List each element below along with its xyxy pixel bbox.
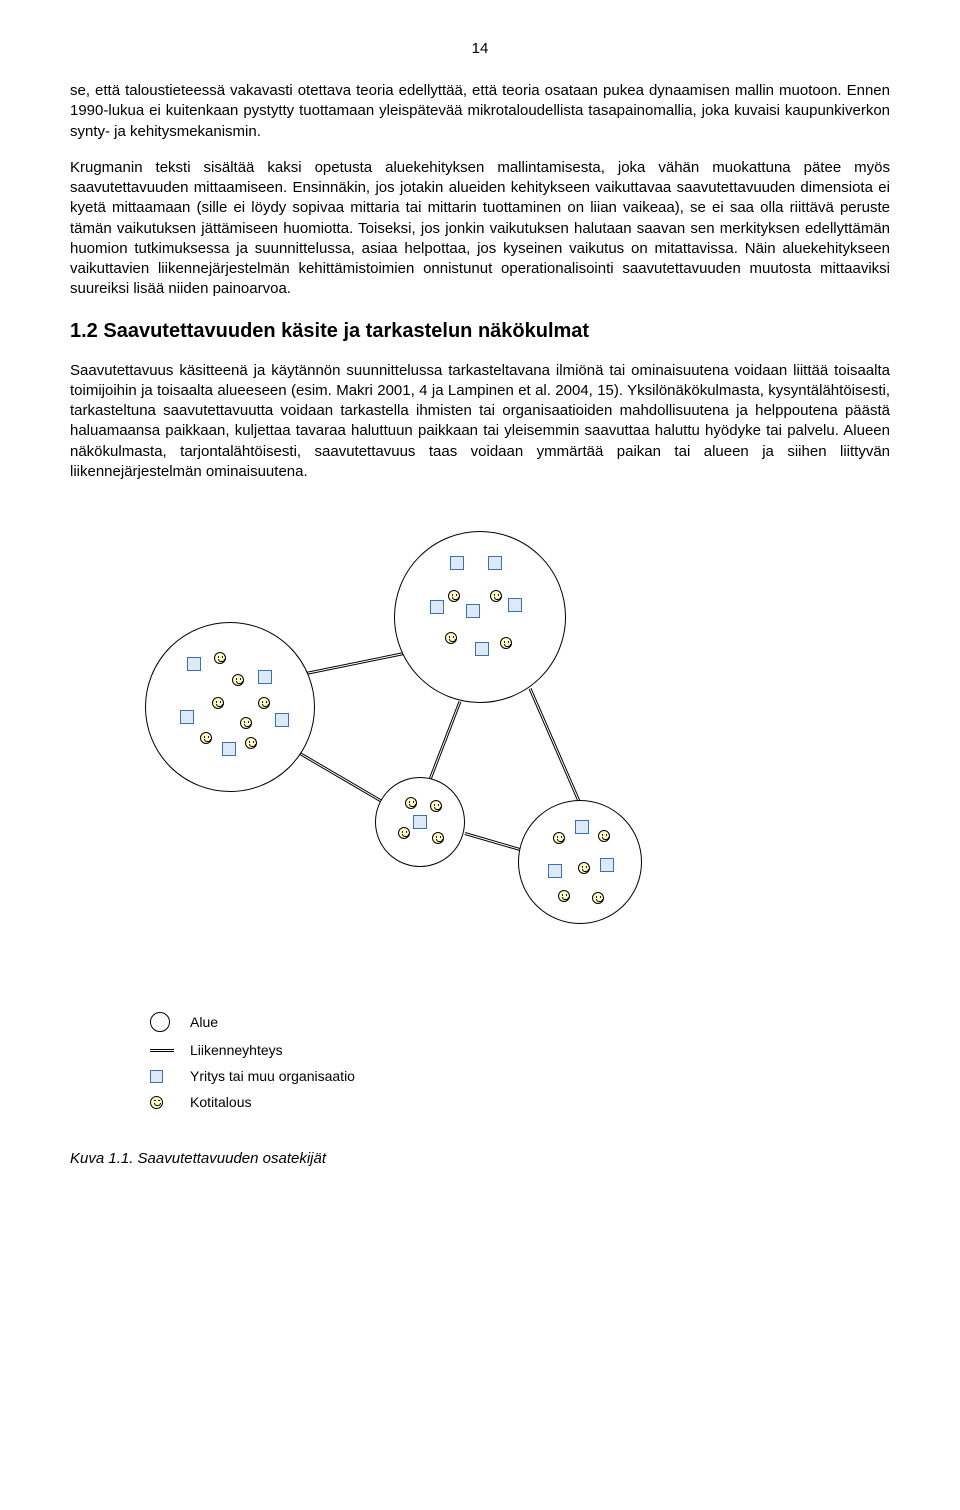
- org-square-icon: [488, 556, 502, 570]
- legend-row: Alue: [150, 1012, 890, 1032]
- org-square-icon: [187, 657, 201, 671]
- household-smiley-icon: [558, 890, 570, 902]
- legend-row: Liikenneyhteys: [150, 1042, 890, 1058]
- household-smiley-icon: [258, 697, 270, 709]
- household-smiley-icon: [405, 797, 417, 809]
- household-smiley-icon: [592, 892, 604, 904]
- household-smiley-icon: [430, 800, 442, 812]
- legend-row: Kotitalous: [150, 1094, 890, 1110]
- edge-line: [306, 652, 405, 675]
- org-square-icon: [258, 670, 272, 684]
- household-smiley-icon: [598, 830, 610, 842]
- legend-row: Yritys tai muu organisaatio: [150, 1068, 890, 1084]
- legend-label: Kotitalous: [190, 1094, 251, 1110]
- region-circle-top: [394, 531, 566, 703]
- household-smiley-icon: [240, 717, 252, 729]
- page-number: 14: [70, 40, 890, 57]
- figure-caption: Kuva 1.1. Saavutettavuuden osatekijät: [70, 1150, 890, 1167]
- org-square-icon: [222, 742, 236, 756]
- household-smiley-icon: [432, 832, 444, 844]
- org-square-icon: [180, 710, 194, 724]
- household-smiley-icon: [212, 697, 224, 709]
- paragraph-2: Krugmanin teksti sisältää kaksi opetusta…: [70, 158, 890, 300]
- household-smiley-icon: [448, 590, 460, 602]
- section-heading: 1.2 Saavutettavuuden käsite ja tarkastel…: [70, 320, 890, 343]
- edge-line: [429, 701, 462, 780]
- legend-smiley-icon: [150, 1096, 163, 1109]
- household-smiley-icon: [500, 637, 512, 649]
- legend-label: Yritys tai muu organisaatio: [190, 1068, 355, 1084]
- household-smiley-icon: [200, 732, 212, 744]
- legend-label: Alue: [190, 1014, 218, 1030]
- org-square-icon: [475, 642, 489, 656]
- org-square-icon: [413, 815, 427, 829]
- org-square-icon: [466, 604, 480, 618]
- org-square-icon: [430, 600, 444, 614]
- household-smiley-icon: [398, 827, 410, 839]
- household-smiley-icon: [490, 590, 502, 602]
- household-smiley-icon: [214, 652, 226, 664]
- paragraph-3: Saavutettavuus käsitteenä ja käytännön s…: [70, 361, 890, 483]
- network-diagram: [130, 542, 750, 982]
- org-square-icon: [508, 598, 522, 612]
- household-smiley-icon: [445, 632, 457, 644]
- legend-line-icon: [150, 1049, 174, 1052]
- org-square-icon: [450, 556, 464, 570]
- org-square-icon: [600, 858, 614, 872]
- legend: Alue Liikenneyhteys Yritys tai muu organis…: [150, 1012, 890, 1110]
- edge-line: [299, 752, 383, 803]
- org-square-icon: [575, 820, 589, 834]
- edge-line: [529, 688, 582, 804]
- household-smiley-icon: [578, 862, 590, 874]
- edge-line: [465, 832, 521, 851]
- legend-label: Liikenneyhteys: [190, 1042, 283, 1058]
- household-smiley-icon: [553, 832, 565, 844]
- legend-circle-icon: [150, 1012, 170, 1032]
- household-smiley-icon: [245, 737, 257, 749]
- household-smiley-icon: [232, 674, 244, 686]
- org-square-icon: [548, 864, 562, 878]
- region-circle-left: [145, 622, 315, 792]
- org-square-icon: [275, 713, 289, 727]
- legend-square-icon: [150, 1070, 163, 1083]
- paragraph-1: se, että taloustieteessä vakavasti otett…: [70, 81, 890, 142]
